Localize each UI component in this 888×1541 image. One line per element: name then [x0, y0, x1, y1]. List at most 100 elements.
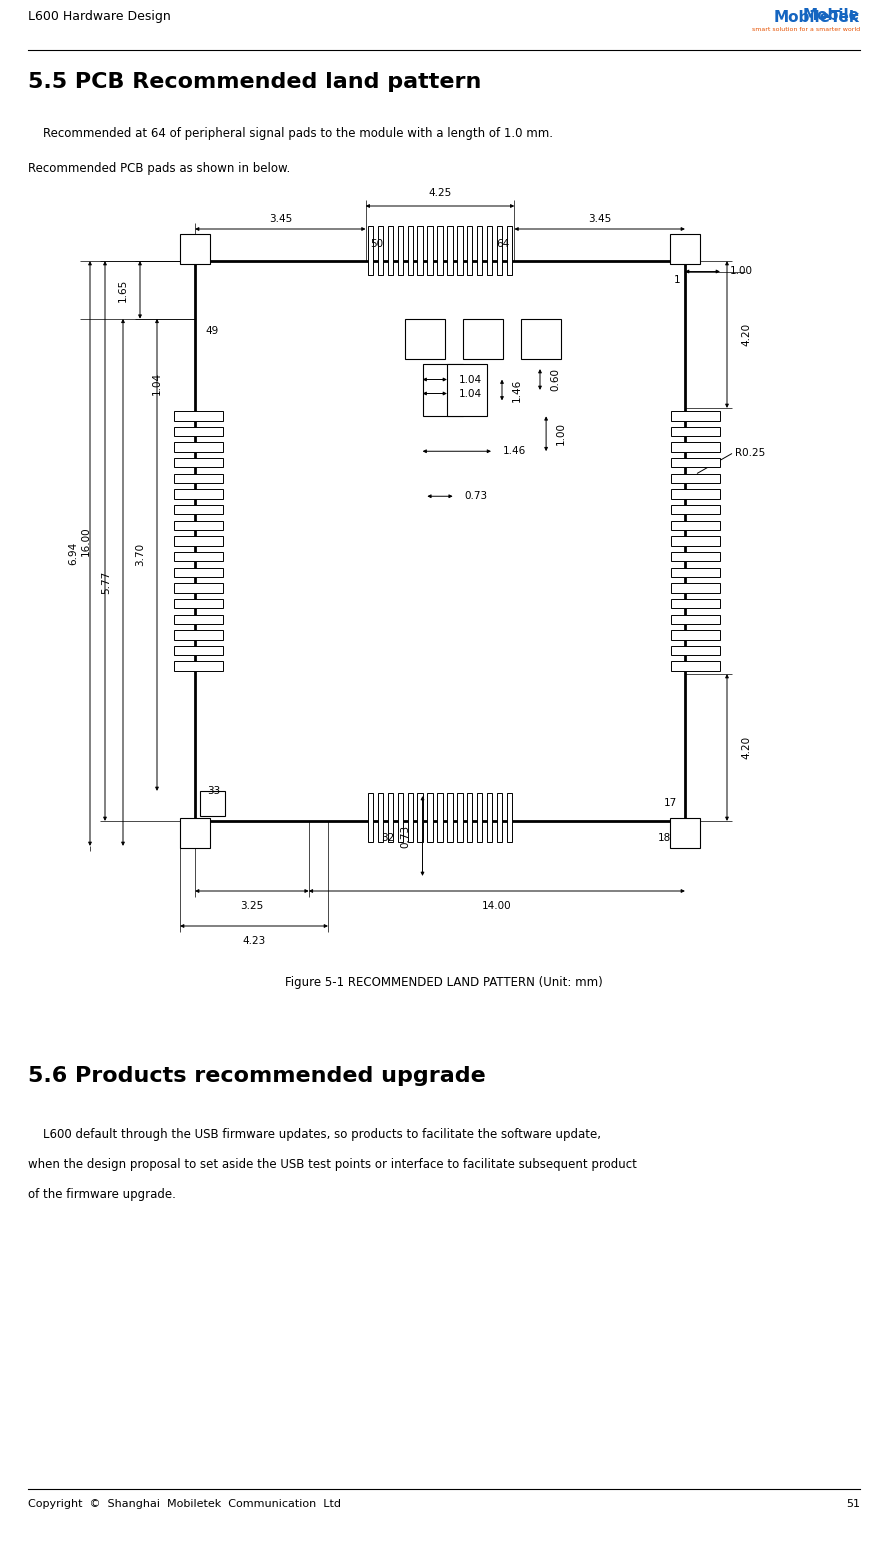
- Bar: [398, 227, 403, 274]
- Bar: [377, 794, 384, 841]
- Bar: [174, 599, 223, 609]
- Text: 0.73: 0.73: [464, 492, 488, 501]
- Bar: [467, 227, 472, 274]
- Bar: [671, 615, 720, 624]
- Bar: [437, 227, 443, 274]
- Text: 6.94: 6.94: [68, 542, 78, 566]
- Bar: [671, 567, 720, 576]
- Bar: [496, 227, 503, 274]
- Bar: [671, 458, 720, 467]
- Text: 3.45: 3.45: [588, 214, 611, 223]
- Text: 4.25: 4.25: [428, 188, 452, 197]
- Text: 0.60: 0.60: [550, 368, 560, 391]
- Text: L600 Hardware Design: L600 Hardware Design: [28, 9, 170, 23]
- Text: 51: 51: [846, 1499, 860, 1509]
- Text: 1: 1: [673, 276, 680, 285]
- Bar: [174, 630, 223, 640]
- Text: 5.6 Products recommended upgrade: 5.6 Products recommended upgrade: [28, 1066, 486, 1086]
- Text: 64: 64: [496, 239, 510, 250]
- Text: when the design proposal to set aside the USB test points or interface to facili: when the design proposal to set aside th…: [28, 1157, 637, 1171]
- Text: Mobile: Mobile: [803, 8, 860, 23]
- Bar: [174, 442, 223, 452]
- Bar: [671, 536, 720, 546]
- Bar: [174, 411, 223, 421]
- Bar: [507, 794, 512, 841]
- Bar: [427, 794, 432, 841]
- Bar: [448, 794, 453, 841]
- Bar: [174, 536, 223, 546]
- Bar: [521, 319, 561, 359]
- Bar: [487, 227, 492, 274]
- Text: 49: 49: [205, 327, 218, 336]
- Bar: [174, 505, 223, 515]
- Text: smart solution for a smarter world: smart solution for a smarter world: [752, 28, 860, 32]
- Text: 1.04: 1.04: [459, 388, 482, 399]
- Text: 32: 32: [381, 834, 394, 843]
- Text: 5.77: 5.77: [101, 570, 111, 593]
- Bar: [174, 661, 223, 670]
- Text: 5.5 PCB Recommended land pattern: 5.5 PCB Recommended land pattern: [28, 72, 481, 92]
- Bar: [507, 227, 512, 274]
- Text: MobileTek: MobileTek: [774, 9, 860, 25]
- Bar: [388, 794, 393, 841]
- Bar: [174, 615, 223, 624]
- Bar: [408, 227, 413, 274]
- Bar: [467, 794, 472, 841]
- Bar: [671, 490, 720, 499]
- Bar: [174, 567, 223, 576]
- Bar: [174, 473, 223, 484]
- Bar: [398, 794, 403, 841]
- Text: Figure 5-1 RECOMMENDED LAND PATTERN (Unit: mm): Figure 5-1 RECOMMENDED LAND PATTERN (Uni…: [285, 975, 603, 989]
- Bar: [405, 319, 445, 359]
- Bar: [174, 552, 223, 561]
- Bar: [671, 599, 720, 609]
- Bar: [174, 582, 223, 593]
- Bar: [174, 646, 223, 655]
- Bar: [180, 818, 210, 848]
- Bar: [671, 582, 720, 593]
- Bar: [200, 791, 225, 817]
- Text: 1.04: 1.04: [152, 371, 162, 394]
- Bar: [174, 521, 223, 530]
- Text: 0.73: 0.73: [400, 824, 410, 848]
- Text: 1.46: 1.46: [503, 447, 527, 456]
- Bar: [174, 427, 223, 436]
- Text: 1.65: 1.65: [118, 279, 128, 302]
- Bar: [671, 521, 720, 530]
- Bar: [180, 234, 210, 264]
- Text: 33: 33: [207, 786, 220, 797]
- Bar: [671, 473, 720, 484]
- Bar: [377, 227, 384, 274]
- Bar: [368, 227, 373, 274]
- Text: Copyright  ©  Shanghai  Mobiletek  Communication  Ltd: Copyright © Shanghai Mobiletek Communica…: [28, 1499, 341, 1509]
- Bar: [174, 490, 223, 499]
- Bar: [670, 234, 700, 264]
- Bar: [368, 794, 373, 841]
- Text: 50: 50: [370, 239, 384, 250]
- Text: 17: 17: [663, 798, 677, 809]
- Text: 1.46: 1.46: [512, 379, 522, 402]
- Bar: [671, 661, 720, 670]
- Bar: [463, 319, 503, 359]
- Bar: [671, 442, 720, 452]
- Bar: [417, 227, 423, 274]
- Bar: [477, 794, 482, 841]
- Text: 1.00: 1.00: [730, 267, 753, 276]
- Text: 3.45: 3.45: [269, 214, 292, 223]
- Bar: [457, 227, 463, 274]
- Text: 1.04: 1.04: [459, 374, 482, 385]
- Bar: [174, 458, 223, 467]
- Bar: [671, 505, 720, 515]
- Text: 3.70: 3.70: [135, 544, 145, 567]
- Bar: [671, 427, 720, 436]
- Bar: [427, 227, 432, 274]
- Bar: [457, 794, 463, 841]
- Text: 3.25: 3.25: [241, 901, 264, 911]
- Text: Recommended PCB pads as shown in below.: Recommended PCB pads as shown in below.: [28, 162, 290, 176]
- Bar: [487, 794, 492, 841]
- Text: 4.23: 4.23: [242, 935, 266, 946]
- Bar: [417, 794, 423, 841]
- Bar: [448, 227, 453, 274]
- Text: Recommended at 64 of peripheral signal pads to the module with a length of 1.0 m: Recommended at 64 of peripheral signal p…: [28, 126, 553, 140]
- Text: 4.20: 4.20: [741, 737, 751, 760]
